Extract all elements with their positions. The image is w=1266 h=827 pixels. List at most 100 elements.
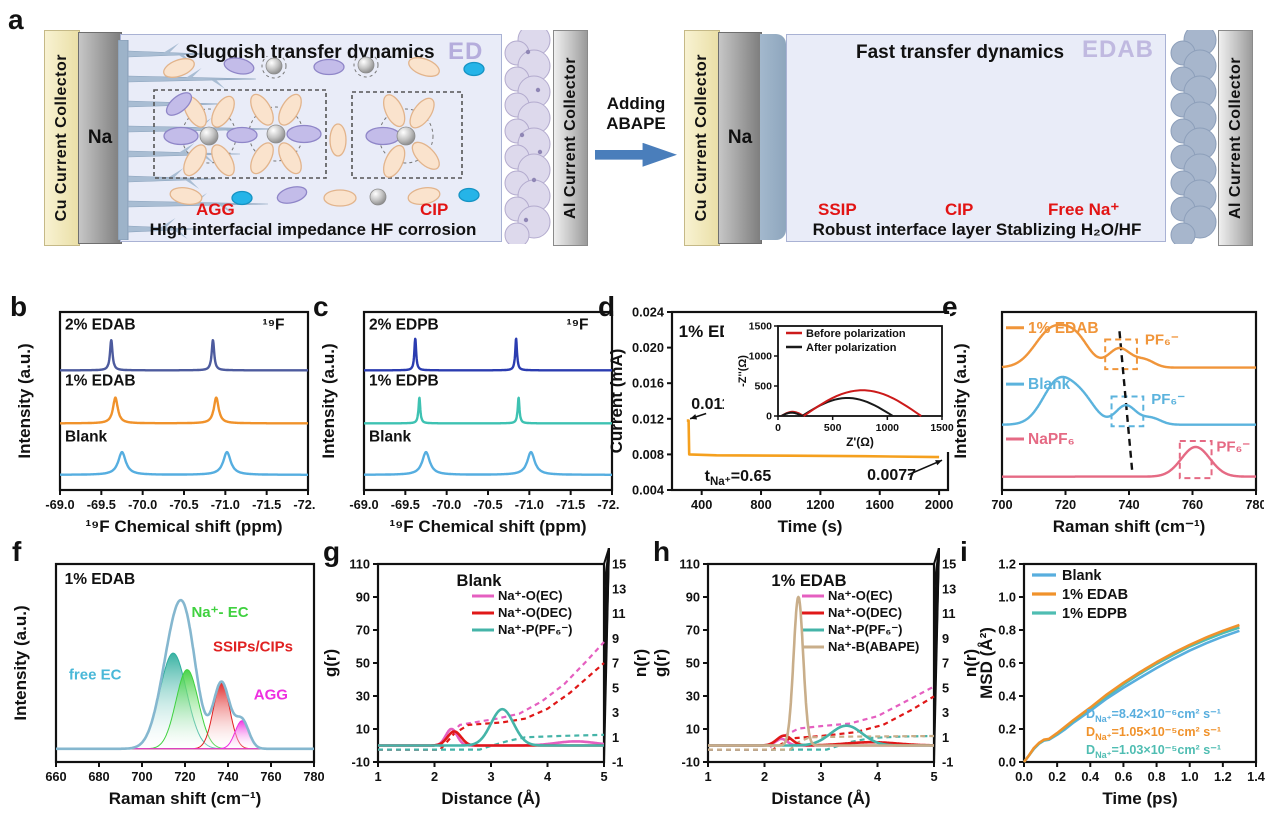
svg-text:-70.0: -70.0 (432, 497, 461, 512)
svg-text:700: 700 (991, 497, 1012, 512)
left-cell-title: Sluggish transfer dynamics (185, 42, 435, 63)
svg-text:10: 10 (356, 722, 370, 737)
svg-text:1: 1 (374, 769, 381, 784)
panel-h-chart: 1 2 3 4 5-101030507090110-113579111315Distan… (651, 548, 980, 808)
svg-text:5: 5 (942, 680, 949, 695)
y-axis-label: Intensity (a.u.) (15, 343, 34, 458)
msd-curve-1% EDAB (1022, 623, 1240, 763)
legend-label: Na⁺-O(DEC) (498, 605, 572, 620)
svg-text:90: 90 (686, 590, 700, 605)
component-label: AGG (254, 686, 288, 703)
trace-line (59, 339, 309, 372)
svg-text:1.0: 1.0 (998, 590, 1016, 605)
isotope-tag: ¹⁹F (567, 316, 589, 333)
nr-curve-n-DEC (378, 662, 605, 751)
trace-label: 2% EDPB (369, 316, 439, 333)
inset-legend-label: Before polarization (806, 328, 906, 340)
svg-text:-70.5: -70.5 (473, 497, 502, 512)
solvent-ellipse (407, 186, 441, 206)
solvent-ellipse (278, 142, 302, 175)
y-axis-label: Intensity (a.u.) (11, 605, 30, 720)
chart-title: Blank (457, 572, 503, 590)
inset-x-label: Z'(Ω) (846, 435, 874, 449)
svg-text:500: 500 (824, 422, 842, 434)
left-cell-na-anode: Na (78, 32, 122, 244)
y-axis-left: 0.0 0.2 0.4 0.6 0.8 1.0 1.2 (998, 557, 1024, 770)
x-axis: 660 680 700 720 740 760 780 (45, 762, 324, 784)
y-axis-left: -10 10 30 50 70 90 110 (679, 557, 708, 770)
svg-text:110: 110 (679, 557, 700, 572)
svg-text:0.2: 0.2 (998, 722, 1016, 737)
x-axis: 0.0 0.2 0.4 0.6 0.8 1.0 1.2 1.4 (1015, 762, 1266, 784)
panel-c-label: c (313, 291, 329, 322)
arrow-text-line1: Adding (606, 94, 666, 113)
annotation-final-current: 0.0077 (867, 467, 916, 484)
panel-b-chart: -69.0 -69.5 -70.0 -70.5 -71.0 -71.5 -72.0 ¹⁹F C… (15, 310, 316, 536)
gr-curve (377, 707, 605, 747)
svg-text:0.0: 0.0 (998, 755, 1016, 770)
svg-text:700: 700 (131, 769, 152, 784)
y-axis-label-right: n(r) (631, 649, 650, 677)
svg-text:1200: 1200 (806, 497, 834, 512)
cip-label-right: CIP (945, 200, 974, 219)
svg-text:-69.5: -69.5 (87, 497, 116, 512)
solvent-ellipse (169, 186, 203, 206)
svg-text:3: 3 (817, 769, 824, 784)
trace-line (59, 396, 309, 425)
inset-frame (777, 325, 943, 417)
svg-text:780: 780 (303, 769, 324, 784)
panel-g-label: g (323, 536, 341, 567)
svg-text:0.4: 0.4 (998, 689, 1017, 704)
x-axis: -69.0 -69.5 -70.0 -70.5 -71.0 -71.5 -72.0 (45, 490, 316, 512)
svg-text:5: 5 (612, 680, 619, 695)
highlight-box (1110, 395, 1145, 428)
left-cell-tag: ED (448, 38, 484, 65)
svg-text:1600: 1600 (866, 497, 894, 512)
solvent-ellipse (250, 142, 274, 175)
x-axis: 1 2 3 4 5 (704, 762, 938, 784)
svg-text:-70.0: -70.0 (128, 497, 157, 512)
legend-label: 1% EDAB (1062, 587, 1128, 603)
svg-text:-10: -10 (352, 755, 371, 770)
gr-curve (377, 730, 605, 747)
svg-text:5: 5 (930, 769, 937, 784)
svg-text:1.4: 1.4 (1247, 769, 1266, 784)
x-axis-label: ¹⁹F Chemical shift (ppm) (86, 517, 283, 536)
svg-text:-71.0: -71.0 (515, 497, 544, 512)
nr-curve-n-PF6 (378, 733, 605, 751)
chart-title: 1% EDAB (771, 572, 846, 590)
x-axis: 1 2 3 4 5 (374, 762, 608, 784)
nvp-cathode-graphic-left (504, 30, 551, 244)
svg-text:2000: 2000 (925, 497, 953, 512)
svg-text:0.8: 0.8 (998, 623, 1016, 638)
legend-label: Na⁺-O(EC) (498, 588, 563, 603)
svg-text:2: 2 (431, 769, 438, 784)
inset-y-label: -Z''(Ω) (737, 355, 749, 387)
svg-text:0: 0 (766, 411, 772, 423)
svg-text:740: 740 (217, 769, 238, 784)
panel-g-chart: 1 2 3 4 5-101030507090110-113579111315Distan… (321, 548, 650, 808)
panel-a-label: a (8, 4, 24, 35)
msd-curve-1% EDPB (1022, 626, 1240, 763)
svg-text:-69.0: -69.0 (45, 497, 74, 512)
nr-curve-n-ABAPE (708, 734, 935, 751)
panel-d-chart: 400 800 1200 1600 20000.0040.0080.0120.0160.… (607, 305, 954, 537)
svg-text:-10: -10 (682, 755, 701, 770)
legend-label: Na⁺-O(DEC) (828, 605, 902, 620)
plot-frame (58, 310, 310, 492)
x-axis-label: Raman shift (cm⁻¹) (1053, 517, 1206, 536)
trace-label: Blank (1028, 376, 1071, 393)
svg-text:720: 720 (1055, 497, 1076, 512)
svg-text:30: 30 (356, 689, 370, 704)
svg-text:0.012: 0.012 (632, 411, 664, 426)
trace-line (363, 450, 613, 476)
svg-text:7: 7 (942, 656, 949, 671)
svg-text:90: 90 (356, 590, 370, 605)
na-ion-sphere (396, 126, 416, 146)
cu-collector-label: Cu Current Collector (53, 54, 70, 222)
h2o-hf-ellipse (463, 61, 485, 77)
svg-text:3: 3 (942, 705, 949, 720)
na-ion-sphere (266, 124, 286, 144)
svg-text:13: 13 (942, 581, 956, 596)
